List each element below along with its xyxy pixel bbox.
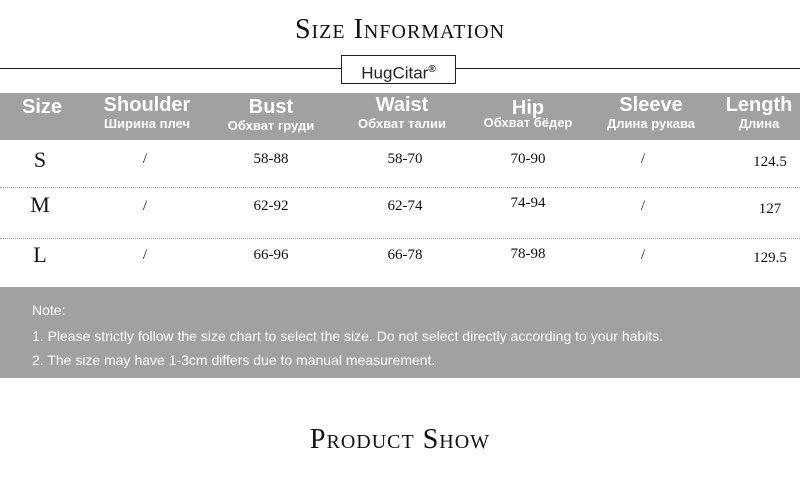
brand-logo: HugCitar®: [341, 55, 456, 84]
header-size: Size: [21, 96, 63, 118]
header-sleeve: Sleeve Длина рукава: [607, 94, 695, 131]
cell-bust: 66-96: [253, 247, 289, 263]
cell-length: 127: [758, 201, 782, 217]
note-box: Note: 1. Please strictly follow the size…: [0, 287, 800, 378]
note-label: Note:: [32, 302, 66, 318]
cell-waist: 66-78: [387, 247, 423, 263]
header-bust: Bust Обхват груди: [227, 96, 315, 133]
cell-sleeve: /: [640, 247, 646, 263]
cell-waist: 58-70: [387, 151, 423, 167]
cell-size: S: [33, 147, 47, 172]
header-shoulder: Shoulder Ширина плеч: [103, 94, 191, 131]
cell-sleeve: /: [640, 151, 646, 167]
header-length: Length Длина: [725, 94, 793, 131]
cell-size: L: [33, 242, 47, 267]
cell-length: 129.5: [753, 250, 787, 266]
cell-hip: 78-98: [510, 246, 546, 262]
cell-bust: 62-92: [253, 198, 289, 214]
cell-sleeve: /: [640, 198, 646, 214]
cell-shoulder: /: [142, 198, 148, 214]
cell-hip: 70-90: [510, 151, 546, 167]
header-waist: Waist Обхват талии: [358, 94, 446, 131]
section-title: Product Show: [309, 424, 491, 455]
table-header: Size Shoulder Ширина плеч Bust Обхват груд…: [0, 93, 800, 140]
cell-shoulder: /: [142, 151, 148, 167]
row-divider: [0, 187, 800, 188]
header-hip: Hip Обхват бёдер: [483, 97, 573, 130]
cell-shoulder: /: [142, 247, 148, 263]
row-divider: [0, 238, 800, 239]
cell-size: M: [30, 192, 50, 217]
cell-bust: 58-88: [253, 151, 289, 167]
brand-name: HugCitar: [361, 63, 429, 83]
cell-hip: 74-94: [510, 195, 546, 211]
note-line-2: 2. The size may have 1-3cm differs due t…: [32, 352, 436, 368]
cell-length: 124.5: [753, 154, 787, 170]
note-line-1: 1. Please strictly follow the size chart…: [32, 328, 664, 344]
cell-waist: 62-74: [387, 198, 423, 214]
page-title: Size Information: [294, 14, 506, 45]
registered-mark: ®: [428, 64, 436, 75]
